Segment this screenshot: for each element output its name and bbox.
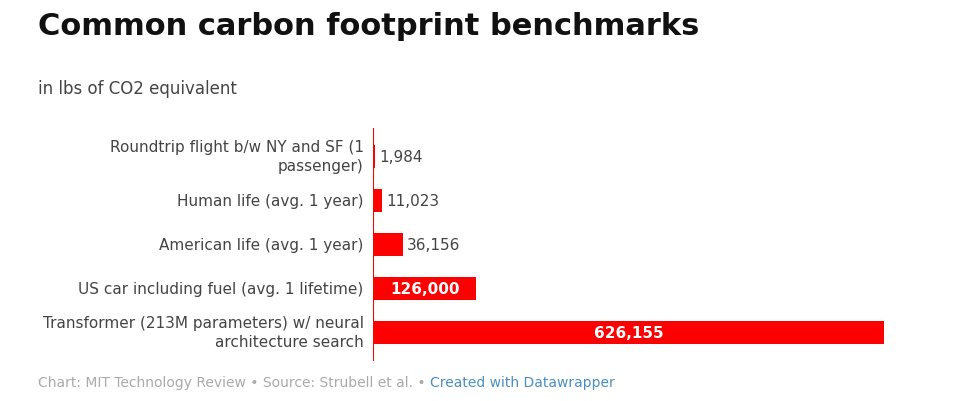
Bar — [373, 321, 884, 344]
Text: US car including fuel (avg. 1 lifetime): US car including fuel (avg. 1 lifetime) — [78, 281, 364, 296]
Text: American life (avg. 1 year): American life (avg. 1 year) — [159, 237, 364, 252]
Bar — [373, 146, 375, 168]
Text: 11,023: 11,023 — [387, 193, 440, 208]
Text: Created with Datawrapper: Created with Datawrapper — [431, 375, 615, 389]
Bar — [373, 189, 382, 212]
Text: Common carbon footprint benchmarks: Common carbon footprint benchmarks — [38, 12, 700, 41]
Text: Human life (avg. 1 year): Human life (avg. 1 year) — [177, 193, 364, 208]
Text: in lbs of CO2 equivalent: in lbs of CO2 equivalent — [38, 80, 237, 98]
Bar — [373, 233, 403, 256]
Text: 626,155: 626,155 — [594, 325, 663, 340]
Text: 1,984: 1,984 — [379, 149, 423, 164]
Bar — [373, 277, 476, 300]
Text: Roundtrip flight b/w NY and SF (1
passenger): Roundtrip flight b/w NY and SF (1 passen… — [110, 140, 364, 174]
Text: Transformer (213M parameters) w/ neural
architecture search: Transformer (213M parameters) w/ neural … — [43, 316, 364, 349]
Text: Chart: MIT Technology Review • Source: Strubell et al. •: Chart: MIT Technology Review • Source: S… — [38, 375, 431, 389]
Text: 126,000: 126,000 — [389, 281, 459, 296]
Text: 36,156: 36,156 — [407, 237, 460, 252]
